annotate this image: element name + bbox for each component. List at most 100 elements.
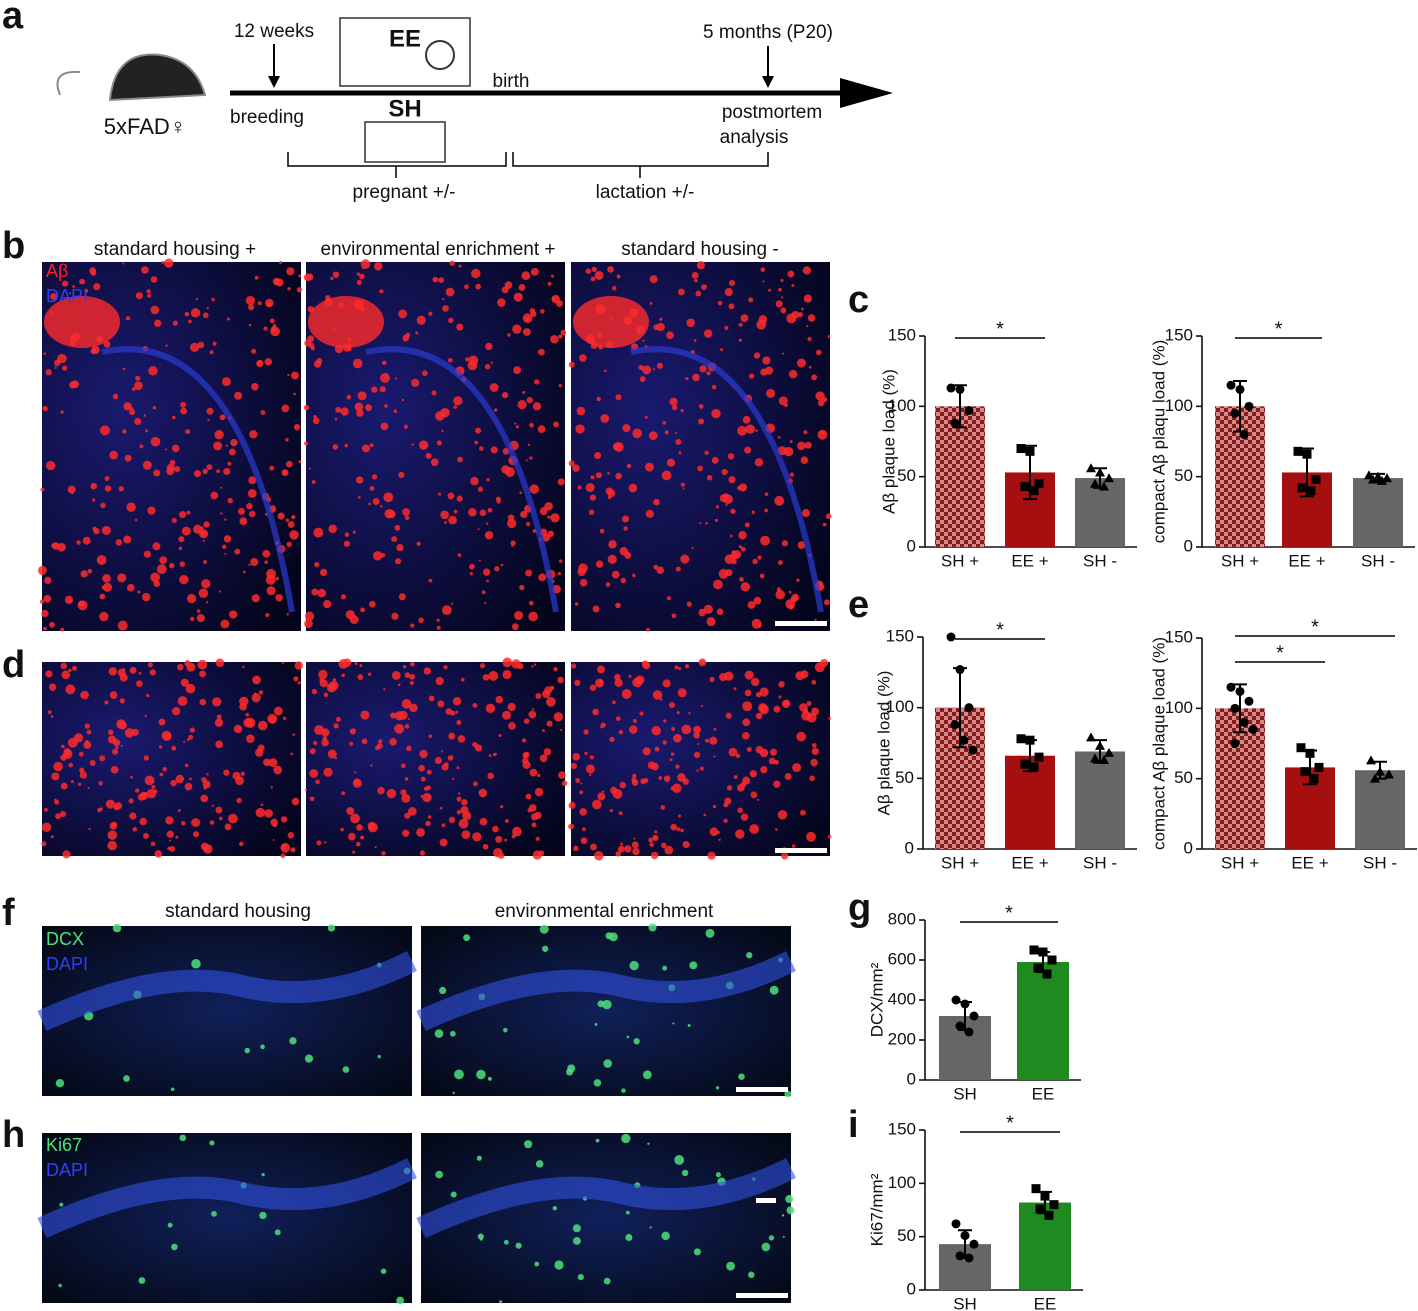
stain-spot bbox=[733, 687, 737, 691]
stain-spot bbox=[579, 808, 587, 816]
stain-spot bbox=[59, 811, 67, 818]
stain-spot bbox=[608, 540, 617, 549]
stain-spot bbox=[479, 663, 486, 669]
stain-spot bbox=[576, 406, 586, 416]
stain-spot bbox=[130, 407, 134, 411]
stain-spot bbox=[57, 353, 67, 364]
stain-spot bbox=[317, 588, 327, 598]
stain-spot bbox=[654, 746, 660, 752]
stain-spot bbox=[206, 407, 214, 415]
stain-spot bbox=[119, 698, 125, 704]
stain-spot bbox=[750, 791, 758, 799]
stain-spot bbox=[642, 747, 651, 756]
stain-spot bbox=[384, 404, 388, 408]
y-tick-label: 0 bbox=[907, 1279, 916, 1298]
stain-spot bbox=[768, 288, 772, 292]
stain-spot bbox=[124, 454, 132, 462]
data-point bbox=[1016, 444, 1026, 454]
stain-spot bbox=[740, 813, 749, 821]
micrograph bbox=[421, 1133, 791, 1303]
stain-spot bbox=[159, 556, 168, 565]
stain-spot bbox=[670, 823, 678, 831]
stain-spot bbox=[697, 465, 703, 472]
stain-spot bbox=[645, 509, 654, 518]
stain-spot bbox=[374, 745, 380, 751]
stain-spot bbox=[344, 532, 350, 537]
stain-spot bbox=[778, 287, 782, 292]
stain-spot bbox=[315, 779, 320, 785]
stain-spot bbox=[780, 307, 787, 314]
micrograph bbox=[42, 1133, 412, 1303]
stain-spot bbox=[90, 348, 97, 355]
stain-spot bbox=[418, 440, 429, 450]
data-point bbox=[1309, 774, 1319, 784]
stain-spot bbox=[131, 387, 136, 391]
stain-spot bbox=[477, 486, 484, 492]
stain-spot bbox=[303, 404, 310, 411]
stain-spot bbox=[795, 671, 805, 681]
stain-spot bbox=[229, 610, 238, 619]
stain-spot bbox=[180, 820, 186, 826]
stain-spot bbox=[78, 751, 84, 757]
stain-spot bbox=[286, 460, 293, 468]
stain-spot bbox=[258, 720, 268, 731]
stain-spot bbox=[632, 428, 643, 439]
stain-spot bbox=[441, 605, 452, 616]
stain-spot bbox=[728, 279, 736, 287]
stain-spot bbox=[248, 510, 256, 518]
stain-spot bbox=[538, 573, 547, 582]
stain-spot bbox=[179, 574, 189, 585]
stain-spot bbox=[803, 294, 812, 303]
stain-spot bbox=[511, 544, 514, 547]
stain-spot bbox=[769, 985, 779, 995]
stain-spot bbox=[656, 566, 664, 575]
stain-spot bbox=[458, 495, 462, 498]
stain-spot bbox=[625, 1210, 630, 1215]
stain-spot bbox=[158, 718, 166, 726]
stain-spot bbox=[139, 791, 149, 800]
stain-spot bbox=[698, 404, 704, 409]
stain-spot bbox=[379, 386, 386, 393]
stain-spot bbox=[512, 826, 522, 837]
stain-spot bbox=[141, 266, 149, 274]
stain-spot bbox=[744, 446, 752, 454]
stain-spot bbox=[615, 394, 622, 401]
x-tick-label: SH - bbox=[1363, 853, 1397, 872]
stain-spot bbox=[357, 391, 367, 401]
stain-spot bbox=[485, 703, 496, 714]
stain-spot bbox=[354, 402, 364, 412]
cage-label: SH bbox=[388, 95, 421, 122]
stain-label: DAPI bbox=[46, 1160, 88, 1180]
stain-spot bbox=[109, 822, 117, 830]
stain-spot bbox=[761, 1242, 771, 1252]
stain-spot bbox=[547, 281, 552, 286]
stain-spot bbox=[568, 460, 575, 467]
x-tick-label: EE + bbox=[1291, 853, 1328, 872]
stain-spot bbox=[578, 563, 588, 573]
stain-spot bbox=[386, 788, 397, 799]
stain-spot bbox=[472, 781, 478, 787]
stain-spot bbox=[346, 807, 355, 815]
stain-spot bbox=[425, 452, 432, 459]
stain-spot bbox=[219, 590, 222, 593]
stain-spot bbox=[311, 480, 316, 484]
stain-spot bbox=[290, 752, 293, 756]
stain-spot bbox=[440, 510, 449, 520]
plaque-cluster bbox=[308, 296, 384, 348]
stain-spot bbox=[444, 521, 447, 524]
significance-label: * bbox=[1276, 642, 1284, 664]
stain-spot bbox=[356, 272, 360, 276]
stain-spot bbox=[709, 827, 719, 837]
data-point bbox=[1042, 969, 1052, 979]
stain-spot bbox=[508, 722, 516, 730]
stain-spot bbox=[759, 573, 765, 579]
stain-spot bbox=[519, 491, 523, 495]
stain-spot bbox=[677, 688, 687, 698]
stain-spot bbox=[777, 436, 781, 439]
stain-spot bbox=[502, 670, 512, 680]
x-tick-label: SH + bbox=[1221, 551, 1259, 570]
stain-spot bbox=[409, 674, 416, 680]
stain-spot bbox=[435, 1170, 444, 1179]
stain-spot bbox=[251, 594, 260, 603]
stain-spot bbox=[398, 593, 406, 601]
